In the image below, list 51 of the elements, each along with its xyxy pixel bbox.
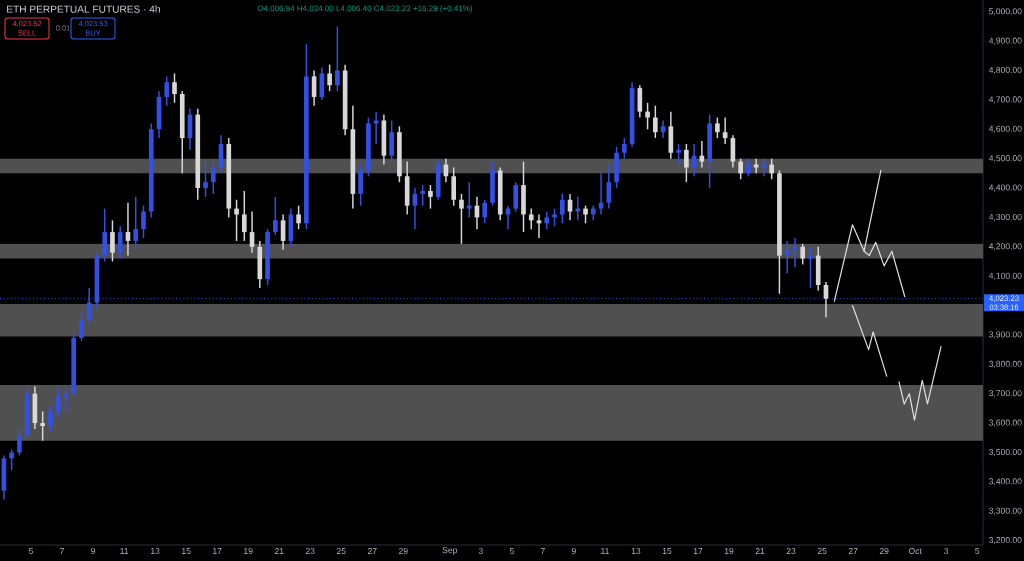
- y-tick-label: 4,100.00: [988, 272, 1022, 280]
- chart-title: ETH PERPETUAL FUTURES · 4h: [7, 5, 160, 13]
- x-tick-label: 3: [478, 547, 483, 555]
- x-tick-label: 29: [398, 547, 408, 555]
- x-tick-label: 17: [693, 548, 703, 554]
- y-tick-label: 3,600.00: [989, 419, 1022, 427]
- x-tick-label: 15: [182, 548, 191, 554]
- y-tick-label: 4,800.00: [988, 66, 1022, 75]
- x-tick-label: 19: [724, 547, 734, 555]
- x-tick-label: 15: [662, 548, 672, 554]
- y-tick-label: 3,800.00: [989, 360, 1022, 368]
- y-tick-label: 4,400.00: [988, 184, 1022, 192]
- x-tick-label: 7: [60, 548, 64, 554]
- x-tick-label: 23: [786, 547, 796, 555]
- x-tick-label: 19: [244, 547, 253, 555]
- y-tick-label: 3,300.00: [989, 507, 1022, 515]
- x-tick-label: 11: [120, 548, 129, 554]
- x-tick-label: 23: [305, 547, 315, 555]
- x-tick-label: 9: [571, 547, 576, 555]
- y-tick-label: 4,900.00: [988, 37, 1022, 45]
- y-tick-label: 3,200.00: [989, 537, 1022, 545]
- text: O4,006.94 H4,034.00 L4,006.40 C4,023.23 +16.29 (+0.41%): [257, 5, 473, 13]
- x-tick-label: 5: [975, 548, 980, 554]
- x-tick-label: 21: [274, 548, 284, 554]
- x-tick-label: 25: [817, 547, 827, 555]
- x-tick-label: 11: [601, 548, 609, 554]
- x-tick-label: 9: [91, 547, 96, 555]
- x-tick-label: 27: [367, 548, 377, 554]
- y-tick-label: 4,200.00: [988, 243, 1022, 251]
- y-tick-label: 4,700.00: [988, 96, 1022, 104]
- x-tick-label: 13: [631, 547, 641, 555]
- x-tick-label: 5: [28, 548, 34, 554]
- y-tick-label: 3,400.00: [989, 478, 1022, 486]
- y-tick-label: 4,300.00: [988, 213, 1022, 221]
- x-tick-label: 25: [336, 547, 346, 555]
- x-tick-label: Sep: [442, 547, 458, 555]
- x-tick-label: 21: [755, 548, 765, 554]
- y-tick-label: 4,600.00: [988, 125, 1022, 133]
- x-tick-label: 3: [944, 547, 949, 555]
- y-tick-label: 5,000.00: [989, 8, 1022, 16]
- x-tick-label: Oct: [908, 547, 922, 555]
- x-tick-label: 17: [213, 548, 222, 554]
- y-tick-label: 3,500.00: [989, 448, 1022, 456]
- x-tick-label: 7: [540, 548, 545, 554]
- x-tick-label: 27: [848, 548, 858, 554]
- y-tick-label: 3,900.00: [989, 331, 1022, 339]
- x-tick-label: 5: [509, 548, 514, 554]
- x-tick-label: 13: [151, 547, 160, 555]
- x-tick-label: 29: [879, 547, 889, 555]
- y-tick-label: 3,700.00: [989, 390, 1022, 398]
- y-tick-label: 4,500.00: [988, 155, 1022, 163]
